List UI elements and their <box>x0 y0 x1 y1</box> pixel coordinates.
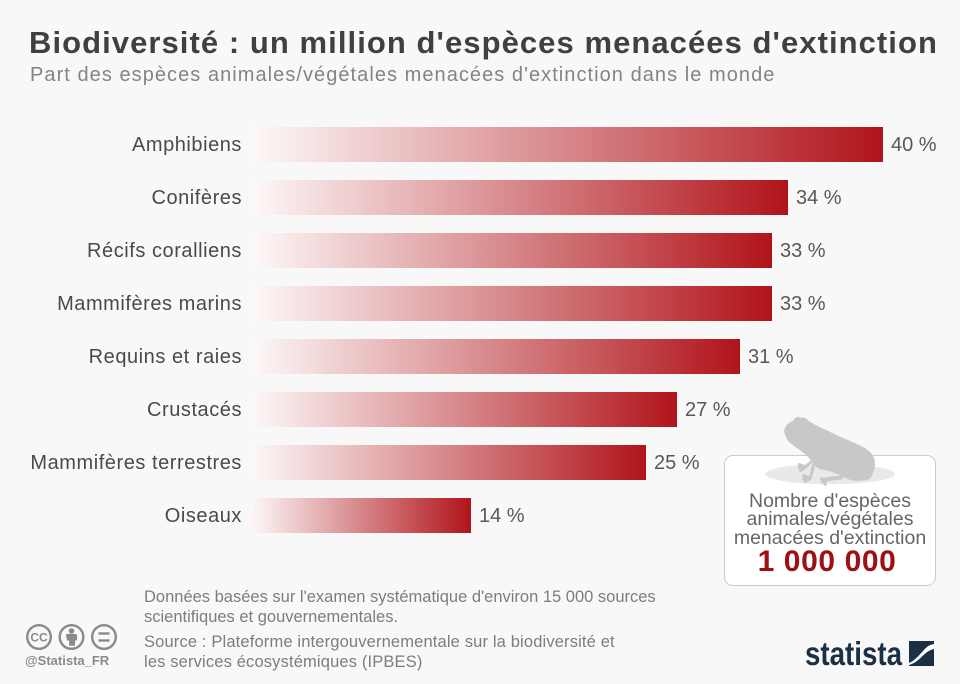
svg-text:CC: CC <box>30 631 48 645</box>
svg-text:statista: statista <box>805 635 903 672</box>
